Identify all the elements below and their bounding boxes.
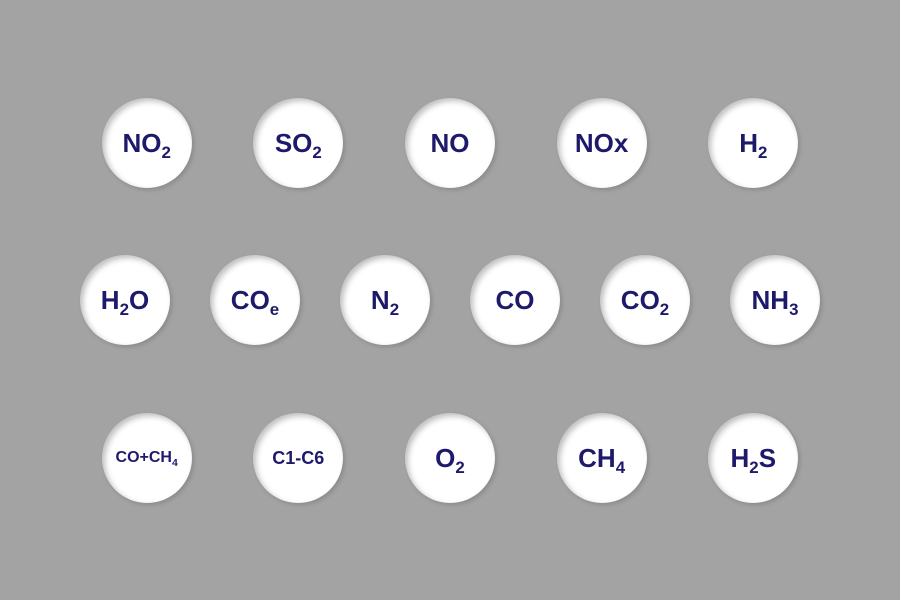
gas-formula: C1-C6	[272, 449, 324, 467]
gas-bubble: COe	[210, 255, 300, 345]
gas-bubble: NH3	[730, 255, 820, 345]
gas-bubble: CO2	[600, 255, 690, 345]
gas-bubble: NO	[405, 98, 495, 188]
gas-bubble: SO2	[253, 98, 343, 188]
gas-bubble: CO+CH4	[102, 413, 192, 503]
gas-formula: CH4	[578, 445, 625, 471]
gas-formula: H2O	[101, 287, 149, 313]
gas-bubble: N2	[340, 255, 430, 345]
gas-formula: H2S	[731, 445, 777, 471]
gas-formula: CO	[496, 287, 535, 313]
gas-bubble: CH4	[557, 413, 647, 503]
gas-formula: SO2	[275, 130, 322, 156]
gas-formula: NO	[430, 130, 469, 156]
gas-formula: CO2	[621, 287, 669, 313]
gas-formula: COe	[231, 287, 279, 313]
gas-bubble: H2O	[80, 255, 170, 345]
row-3: CO+CH4 C1-C6 O2 CH4 H2S	[40, 413, 860, 503]
gas-bubble: O2	[405, 413, 495, 503]
gas-formula: NOx	[575, 130, 628, 156]
gas-bubble: NO2	[102, 98, 192, 188]
gas-bubble: H2S	[708, 413, 798, 503]
gas-formula: H2	[739, 130, 767, 156]
gas-formula: NH3	[752, 287, 799, 313]
gas-bubble: C1-C6	[253, 413, 343, 503]
gas-formula: N2	[371, 287, 399, 313]
row-2: H2O COe N2 CO CO2 NH3	[40, 255, 860, 345]
row-1: NO2 SO2 NO NOx H2	[40, 98, 860, 188]
gas-bubble: NOx	[557, 98, 647, 188]
gas-formula: O2	[435, 445, 465, 471]
gas-bubble: CO	[470, 255, 560, 345]
gas-formula: CO+CH4	[116, 450, 178, 466]
gas-formula: NO2	[122, 130, 170, 156]
gas-bubble: H2	[708, 98, 798, 188]
